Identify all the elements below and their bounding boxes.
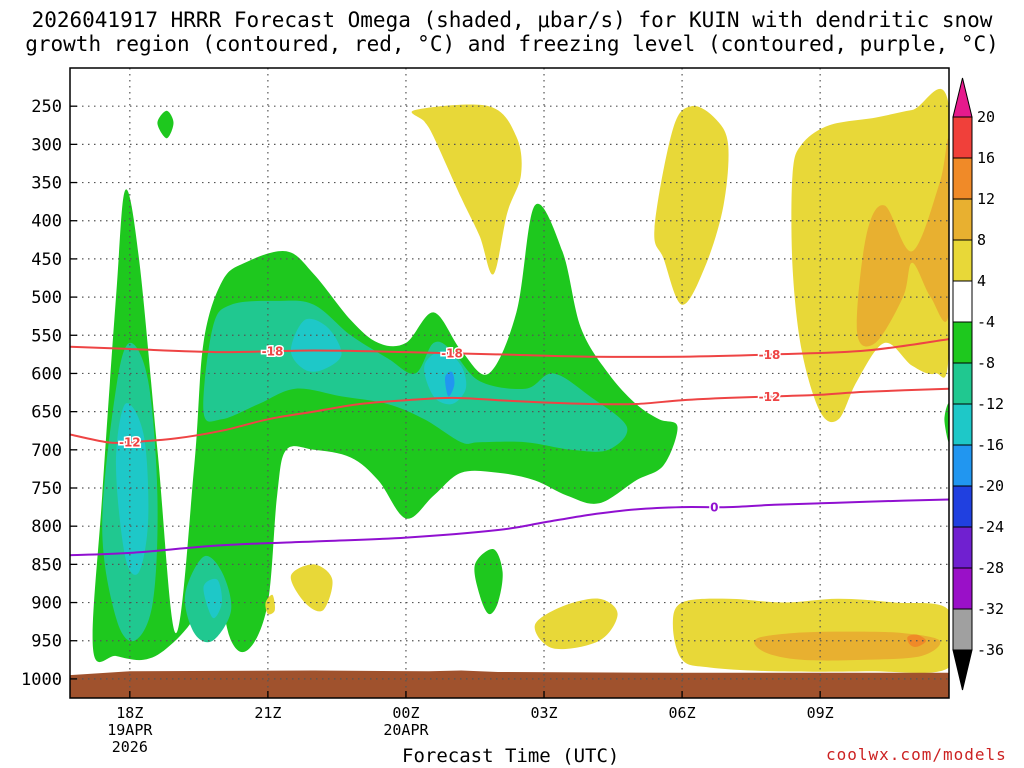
omega-region-orange-bottom — [754, 631, 941, 661]
gridlines — [70, 68, 949, 698]
y-tick-label: 950 — [31, 632, 62, 652]
colorbar-label: -28 — [977, 559, 1004, 577]
omega-shading — [92, 88, 949, 673]
colorbar-swatch — [952, 444, 973, 487]
terrain-fill — [70, 670, 949, 698]
omega-region-blue-dot — [445, 371, 455, 397]
omega-region-orange-right-top — [856, 138, 949, 347]
colorbar-swatch — [952, 321, 973, 364]
colorbar: 20 16 12 8 4 -4 -8 -12 -16 -20 -24 -28 -32 -36 — [952, 77, 1004, 691]
dendritic-contour-1-label: -18 — [759, 348, 781, 362]
credit-link[interactable]: coolwx.com/models — [826, 745, 1007, 764]
colorbar-swatch — [952, 567, 973, 610]
omega-region-yellow-top-mid — [411, 104, 522, 275]
y-tick-label: 1000 — [21, 670, 62, 690]
y-tick-label: 600 — [31, 364, 62, 384]
terrain-layer — [70, 670, 949, 698]
omega-region-green-875 — [474, 548, 503, 615]
dendritic-contour-2-label: -12 — [119, 436, 141, 450]
y-tick-label: 500 — [31, 288, 62, 308]
x-tick-label: 09Z — [807, 704, 834, 722]
y-tick-label: 550 — [31, 326, 62, 346]
omega-region-cyan-mid1 — [290, 318, 342, 372]
x-tick-label: 00Z — [392, 704, 419, 722]
colorbar-label: 4 — [977, 272, 986, 290]
colorbar-swatch — [952, 116, 973, 159]
x-tick-label: 18Z — [116, 704, 143, 722]
omega-region-yellow-lowmid — [290, 564, 333, 612]
colorbar-swatch — [952, 485, 973, 528]
y-tick-label: 250 — [31, 97, 62, 117]
freezing-level-contour-line — [70, 498, 949, 557]
chart-title-line1: 2026041917 HRRR Forecast Omega (shaded, … — [31, 8, 993, 32]
plot-frame — [69, 67, 950, 699]
colorbar-label: -4 — [977, 313, 995, 331]
colorbar-label: -32 — [977, 600, 1004, 618]
colorbar-label: -16 — [977, 436, 1004, 454]
y-tick-label: 350 — [31, 174, 62, 194]
dendritic-contour-1-line — [70, 338, 949, 358]
axes: 250 300 350 400 450 500 550 600 650 700 750 800 850 9… — [21, 67, 950, 756]
colorbar-label: 12 — [977, 190, 995, 208]
y-tick-label: 400 — [31, 212, 62, 232]
omega-region-yellow-top-06z — [654, 105, 729, 305]
dendritic-contour-1-label: -18 — [441, 347, 463, 361]
y-tick-label: 750 — [31, 479, 62, 499]
y-tick-label: 300 — [31, 135, 62, 155]
dendritic-contour-2-label: -12 — [759, 390, 781, 404]
colorbar-swatch — [952, 157, 973, 200]
omega-region-cyan-low — [203, 578, 223, 619]
y-tick-label: 450 — [31, 250, 62, 270]
y-tick-label: 700 — [31, 441, 62, 461]
contour-lines: -18 -18 -18 -12 -12 0 — [70, 338, 949, 557]
colorbar-top-arrow — [952, 77, 973, 118]
colorbar-label: -8 — [977, 354, 995, 372]
colorbar-label: 8 — [977, 231, 986, 249]
x-tick-label: 21Z — [254, 704, 281, 722]
y-tick-label: 900 — [31, 594, 62, 614]
x-tick-sublabel: 20APR — [383, 721, 429, 739]
colorbar-swatch — [952, 362, 973, 405]
dendritic-contour-2-line — [70, 387, 949, 444]
y-tick-label: 650 — [31, 403, 62, 423]
omega-region-green-right-edge — [944, 403, 949, 443]
colorbar-swatch — [952, 239, 973, 282]
y-tick-label: 800 — [31, 517, 62, 537]
x-tick-label: 06Z — [669, 704, 696, 722]
omega-region-green-top-blob — [157, 110, 174, 139]
colorbar-label: 16 — [977, 149, 995, 167]
x-tick-label: 03Z — [530, 704, 557, 722]
colorbar-label: -20 — [977, 477, 1004, 495]
colorbar-bottom-arrow — [952, 649, 973, 691]
colorbar-swatch — [952, 198, 973, 241]
colorbar-swatch — [952, 403, 973, 446]
colorbar-label: 20 — [977, 108, 995, 126]
colorbar-swatch — [952, 608, 973, 651]
omega-region-cyan-left — [116, 403, 149, 575]
chart-title-line2: growth region (contoured, red, °C) and f… — [25, 32, 999, 56]
colorbar-swatch — [952, 526, 973, 569]
omega-region-yellow-03z — [534, 598, 618, 650]
colorbar-label: -24 — [977, 518, 1004, 536]
colorbar-label: -36 — [977, 641, 1004, 659]
x-axis-title: Forecast Time (UTC) — [402, 745, 620, 767]
colorbar-label: -12 — [977, 395, 1004, 413]
freezing-level-contour-label: 0 — [710, 501, 718, 515]
colorbar-swatch — [952, 280, 973, 323]
x-tick-sublabel: 2026 — [112, 738, 148, 756]
x-tick-sublabel: 19APR — [107, 721, 153, 739]
dendritic-contour-1-label: -18 — [262, 345, 284, 359]
y-tick-label: 850 — [31, 555, 62, 575]
